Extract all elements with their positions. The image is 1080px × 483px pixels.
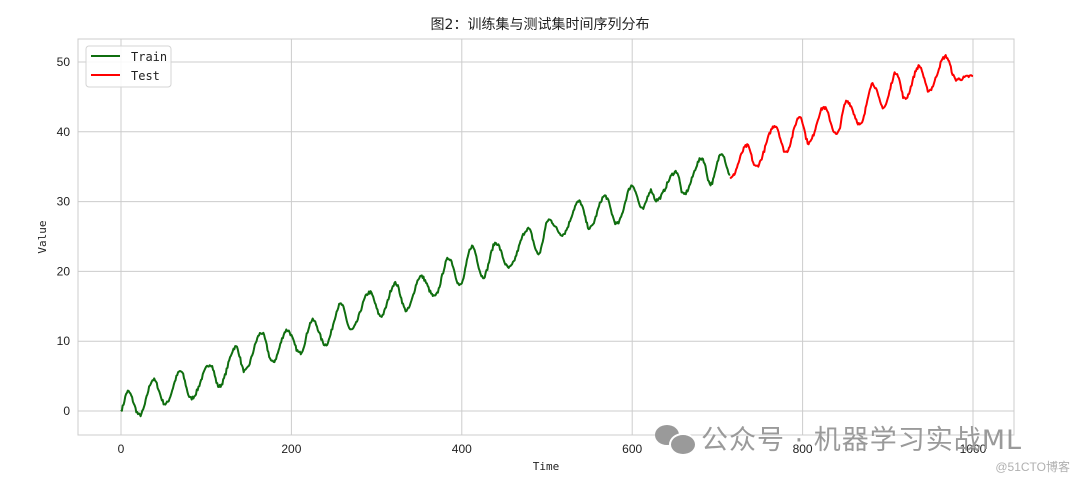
series-layer	[120, 54, 974, 418]
y-tick-label: 10	[57, 334, 71, 348]
x-axis-label: Time	[533, 460, 560, 473]
y-tick-label: 50	[57, 55, 71, 69]
x-tick-label: 1000	[960, 442, 987, 456]
y-axis-label: Value	[36, 220, 49, 253]
plot-area	[77, 38, 1015, 436]
y-tick-label: 20	[57, 264, 71, 278]
legend-test-label: Test	[131, 69, 160, 83]
wechat-icon	[655, 423, 697, 456]
x-tick-label: 800	[793, 442, 813, 456]
legend-train-label: Train	[131, 50, 167, 64]
x-gridlines	[120, 39, 974, 435]
y-tick-label: 30	[57, 195, 71, 209]
series-test-line	[729, 54, 974, 180]
x-tick-label: 600	[622, 442, 642, 456]
axes-frame	[77, 38, 1015, 436]
x-tick-label: 0	[118, 442, 125, 456]
credit-text: @51CTO博客	[995, 460, 1070, 474]
legend: Train Test	[85, 45, 172, 88]
y-axis-ticks: 0 10 20 30 40 50	[57, 55, 71, 418]
watermark: 公众号 · 机器学习实战ML	[655, 418, 1022, 457]
chart-title: 图2：训练集与测试集时间序列分布	[431, 16, 650, 33]
series-train-line	[120, 153, 731, 418]
x-axis-ticks: 0 200 400 600 800 1000	[118, 442, 987, 456]
x-tick-label: 200	[281, 442, 301, 456]
y-gridlines	[78, 61, 1014, 412]
x-tick-label: 400	[452, 442, 472, 456]
watermark-text: 公众号 · 机器学习实战ML	[701, 425, 1023, 456]
y-tick-label: 0	[63, 404, 70, 418]
y-tick-label: 40	[57, 125, 71, 139]
